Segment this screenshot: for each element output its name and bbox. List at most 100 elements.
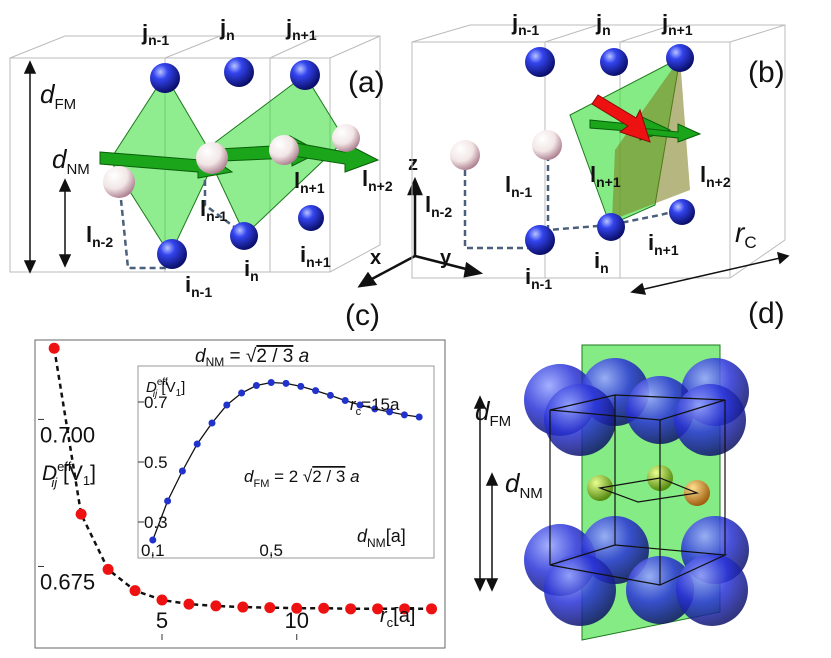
label-i-n-b: in <box>594 248 609 276</box>
data-point <box>178 467 186 475</box>
axis-x-label: x <box>370 247 381 269</box>
axis-z-label: z <box>408 153 418 175</box>
data-point <box>210 600 222 612</box>
atom-j-n <box>224 57 254 87</box>
data-point <box>356 401 364 409</box>
data-point <box>326 391 334 399</box>
atom-i-n-b <box>597 213 625 241</box>
y-tick-label: 0.3 <box>144 513 168 532</box>
atom-j-n-minus-1-b <box>525 47 555 77</box>
label-l-n-plus-2-b: ln+2 <box>700 162 731 190</box>
atom-l-n-plus-1 <box>269 135 299 165</box>
data-point <box>223 401 231 409</box>
chart-c-ylabel: Deff ij [V1] <box>42 459 96 490</box>
data-point <box>129 585 141 597</box>
label-d-nm-d: dNM <box>505 468 543 502</box>
data-point <box>264 602 276 614</box>
atom-i-n-plus-1-b <box>669 199 695 225</box>
data-point <box>291 602 303 614</box>
inset-xlabel: dNM[a] <box>357 526 406 550</box>
xyz-axes: z x y <box>357 153 484 288</box>
data-point <box>297 382 305 390</box>
panel-a-atoms <box>103 57 360 269</box>
y-tick-label: 0.7 <box>144 393 168 412</box>
atom-j-n-plus-1 <box>290 60 320 90</box>
panel-a-dimension-arrows <box>23 60 72 274</box>
x-tick-label: 0.1 <box>141 541 165 560</box>
panel-b-label: (b) <box>748 56 785 89</box>
atom-i-n <box>230 222 258 250</box>
data-point <box>193 440 201 448</box>
atom-i-n-minus-1-b <box>525 225 555 255</box>
label-d-nm-a: dNM <box>52 144 90 178</box>
data-point <box>238 389 246 397</box>
inset-annotation-rc: rc=15a <box>350 395 400 418</box>
x-tick-label: 0.5 <box>259 541 283 560</box>
data-point <box>400 411 408 419</box>
label-i-n-plus-1-b: in+1 <box>648 230 679 258</box>
atom-l-n-2-b <box>450 140 480 170</box>
label-i-n-minus-1-a: in-1 <box>185 272 212 300</box>
panel-d-label: (d) <box>748 297 785 330</box>
data-point <box>237 601 249 613</box>
data-point <box>252 382 260 389</box>
data-point <box>371 405 379 413</box>
label-l-n-plus-2-a: ln+2 <box>362 166 393 194</box>
data-point <box>102 563 114 575</box>
label-l-n-2-b: ln-2 <box>425 192 452 220</box>
panel-c-label: (c) <box>345 299 380 332</box>
atom-l-n-plus-2 <box>332 124 360 152</box>
panel-b-plane <box>612 58 690 220</box>
chart-c-frame <box>34 339 446 649</box>
atom-j-n-b <box>600 48 628 76</box>
label-i-n-minus-1-b: in-1 <box>525 264 552 292</box>
label-d-fm-a: dFM <box>40 79 76 113</box>
x-tick-label: 5 <box>156 608 168 633</box>
outer-chart-marks <box>48 342 438 615</box>
data-point <box>183 598 195 610</box>
data-point <box>426 603 438 615</box>
atom-l-n-2 <box>103 166 135 198</box>
data-point <box>282 379 290 387</box>
label-i-n-plus-1-a: in+1 <box>300 242 331 270</box>
data-point <box>267 379 275 386</box>
data-point <box>345 603 357 615</box>
data-point <box>312 387 320 395</box>
atom-i-n-plus-1 <box>298 205 324 231</box>
y-tick-label: 0.5 <box>144 453 168 472</box>
label-l-n-plus-1-b: ln+1 <box>590 162 621 190</box>
panel-d-top-balls <box>524 358 749 456</box>
panel-b-spin-arrows <box>589 94 702 143</box>
label-l-n-plus-1-a: ln+1 <box>294 168 325 196</box>
data-point <box>48 342 60 354</box>
inset-ylabel: Deff ij [V1] <box>146 377 185 400</box>
panel-d-cell-lines <box>549 394 728 586</box>
data-point <box>386 408 394 416</box>
label-l-n-1-b: ln-1 <box>505 172 532 200</box>
atom-j-n-plus-1-b <box>666 44 694 72</box>
data-point <box>318 602 330 614</box>
data-point <box>149 536 157 544</box>
panel-a-box <box>9 35 381 273</box>
panel-d-bottom-balls <box>524 516 749 626</box>
atom-j-n-minus-1 <box>150 63 180 93</box>
data-point <box>208 419 216 427</box>
rc-arrow <box>630 251 790 295</box>
data-point <box>399 603 411 615</box>
panel-b-atoms <box>450 44 695 255</box>
inset-chart-marks <box>149 379 423 544</box>
label-d-fm-d: dFM <box>475 396 511 430</box>
panel-a: dFM dNM (a) jn-1 jn jn+1 ln-2 ln-1 ln+1 … <box>9 15 393 300</box>
panel-d-dimension-arrows <box>473 395 499 592</box>
panel-d: dFM dNM <box>473 344 749 641</box>
inset-annotation-dfm: dFM = 2 √2 / 3 a <box>244 467 360 490</box>
data-point <box>156 594 168 606</box>
data-point <box>372 603 384 615</box>
chart-c-title: dNM = √2 / 3 a <box>195 346 309 369</box>
atom-l-n-1 <box>196 142 228 174</box>
label-j-n-plus-1-a: jn+1 <box>285 15 317 43</box>
chart-c-xlabel: rc[a] <box>380 605 415 630</box>
label-l-n-2-a: ln-2 <box>86 222 113 250</box>
axis-y-label: y <box>440 247 452 269</box>
